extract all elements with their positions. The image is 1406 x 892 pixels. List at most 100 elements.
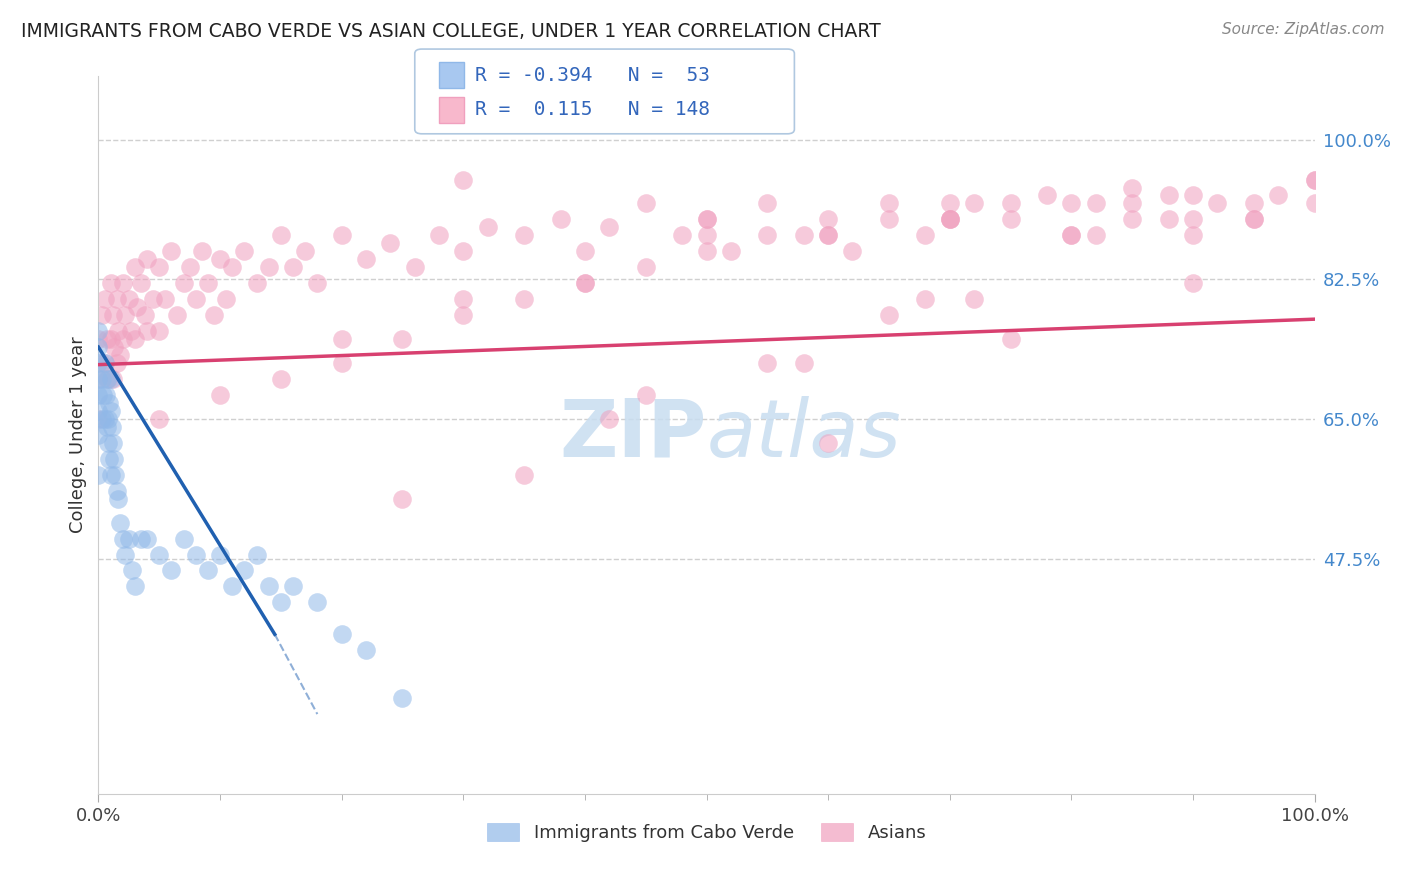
Point [817, 435, 839, 450]
Point [281, 260, 304, 275]
Point [550, 212, 572, 227]
Point [513, 228, 536, 243]
Point [87, 372, 110, 386]
Point [160, 564, 183, 578]
Point [111, 277, 134, 291]
Point [100, 277, 122, 291]
Point [91, 372, 114, 386]
Point [574, 277, 596, 291]
Point [148, 324, 170, 338]
Point [513, 292, 536, 306]
Point [166, 308, 188, 322]
Point [257, 260, 280, 275]
Point [87, 404, 110, 418]
Text: ZIP: ZIP [560, 396, 707, 474]
Point [391, 691, 413, 706]
Point [173, 277, 195, 291]
Point [391, 332, 413, 346]
Point [105, 292, 128, 306]
Point [127, 300, 149, 314]
Point [184, 292, 207, 306]
Point [101, 435, 124, 450]
Text: Source: ZipAtlas.com: Source: ZipAtlas.com [1222, 22, 1385, 37]
Text: atlas: atlas [707, 396, 901, 474]
Point [209, 252, 232, 267]
Point [598, 220, 620, 235]
Point [245, 277, 267, 291]
Point [136, 532, 159, 546]
Point [114, 548, 136, 562]
Point [87, 427, 110, 442]
Point [129, 532, 152, 546]
Point [720, 244, 742, 259]
Point [111, 532, 134, 546]
Point [817, 228, 839, 243]
Point [453, 244, 475, 259]
Point [756, 228, 779, 243]
Point [155, 292, 177, 306]
Point [98, 396, 121, 410]
Point [281, 579, 304, 593]
Point [160, 244, 183, 259]
Point [100, 372, 122, 386]
Point [1121, 212, 1143, 227]
Point [1084, 196, 1107, 211]
Point [221, 260, 243, 275]
Point [91, 412, 114, 426]
Point [136, 324, 159, 338]
Point [87, 356, 110, 370]
Point [877, 212, 900, 227]
Point [197, 277, 219, 291]
Point [124, 260, 146, 275]
Point [330, 332, 353, 346]
Point [817, 228, 839, 243]
Point [105, 356, 128, 370]
Point [1182, 212, 1205, 227]
Point [877, 196, 900, 211]
Point [98, 451, 121, 466]
Point [101, 372, 124, 386]
Point [93, 412, 115, 426]
Point [173, 532, 195, 546]
Point [209, 388, 232, 402]
Point [270, 595, 292, 609]
Point [101, 420, 124, 434]
Point [245, 548, 267, 562]
Point [1267, 188, 1289, 202]
Point [671, 228, 693, 243]
Point [233, 244, 256, 259]
Point [96, 420, 118, 434]
Point [696, 212, 718, 227]
Point [427, 228, 450, 243]
Point [96, 372, 118, 386]
Point [134, 308, 156, 322]
Point [87, 340, 110, 354]
Point [598, 412, 620, 426]
Point [963, 292, 986, 306]
Point [87, 412, 110, 426]
Point [184, 548, 207, 562]
Point [453, 292, 475, 306]
Text: R = -0.394   N =  53: R = -0.394 N = 53 [475, 66, 710, 85]
Point [124, 579, 146, 593]
Point [118, 292, 141, 306]
Legend: Immigrants from Cabo Verde, Asians: Immigrants from Cabo Verde, Asians [479, 815, 934, 849]
Point [270, 228, 292, 243]
Point [914, 292, 936, 306]
Point [97, 435, 120, 450]
Point [104, 467, 127, 482]
Point [841, 244, 863, 259]
Point [477, 220, 499, 235]
Point [179, 260, 201, 275]
Point [1060, 228, 1083, 243]
Point [105, 483, 128, 498]
Point [391, 491, 413, 506]
Point [877, 308, 900, 322]
Point [574, 277, 596, 291]
Point [87, 372, 110, 386]
Point [107, 491, 129, 506]
Point [1121, 196, 1143, 211]
Point [1157, 212, 1180, 227]
Point [513, 467, 536, 482]
Point [1303, 172, 1326, 186]
